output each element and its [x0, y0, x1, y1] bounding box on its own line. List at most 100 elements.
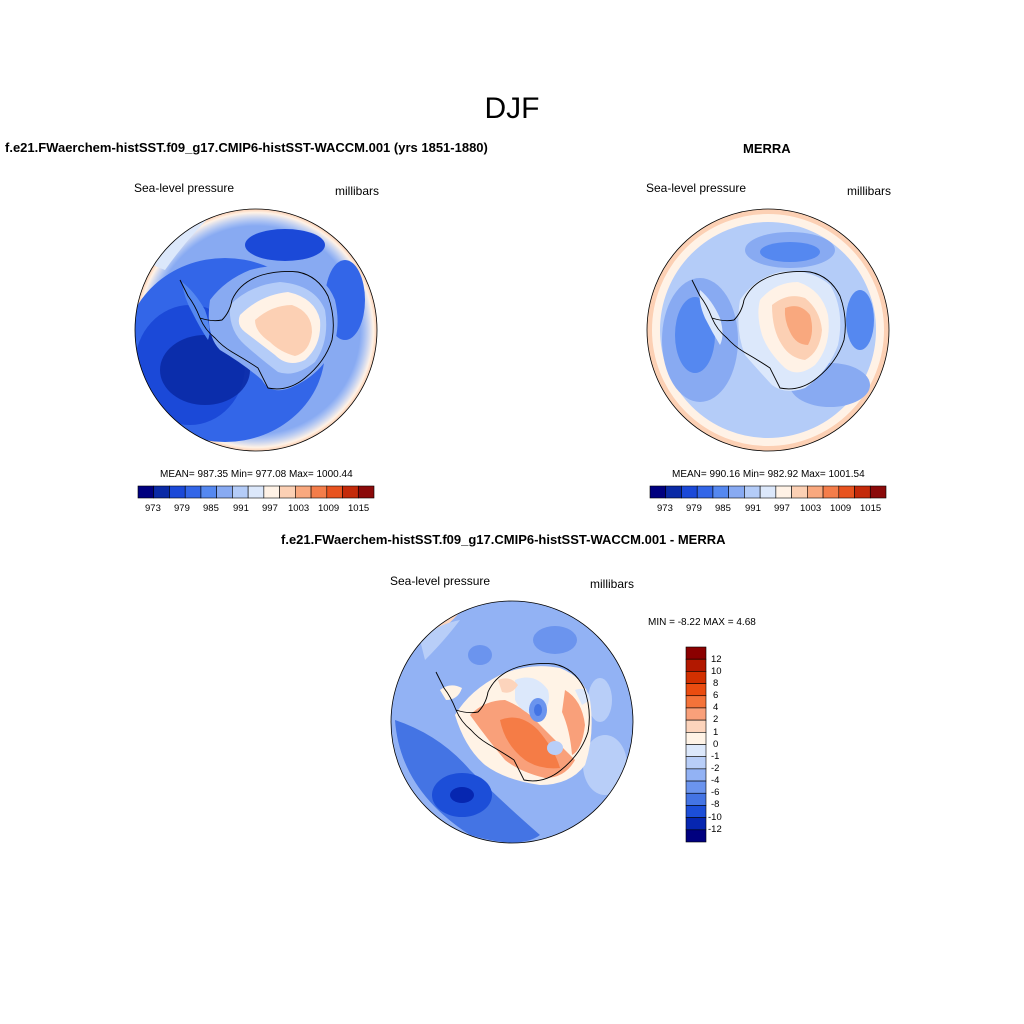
figure-title: DJF [484, 92, 540, 125]
colorbar-cell [869, 485, 887, 499]
colorbar-tick: 979 [686, 503, 702, 514]
units-label-difference: millibars [590, 577, 635, 591]
colorbar-cell [744, 485, 761, 499]
colorbar-tick: -8 [711, 799, 720, 810]
colorbar-cell [685, 780, 707, 794]
stats-merra: MEAN= 990.16 Min= 982.92 Max= 1001.54 [672, 469, 865, 480]
colorbar-tick: 985 [715, 503, 731, 514]
colorbar-tick: -6 [711, 787, 720, 798]
map-difference [390, 600, 634, 844]
colorbar-tick: 1 [713, 727, 719, 738]
colorbar-cell [685, 732, 707, 745]
panel-title-difference: f.e21.FWaerchem-histSST.f09_g17.CMIP6-hi… [281, 532, 726, 547]
colorbar-cell [342, 485, 359, 499]
colorbar-tick: 1003 [288, 503, 310, 514]
colorbar-tick: 973 [657, 503, 673, 514]
colorbar-cell [775, 485, 792, 499]
colorbar-cell [310, 485, 328, 499]
colorbar-cell [232, 485, 249, 499]
stats-model: MEAN= 987.35 Min= 977.08 Max= 1000.44 [160, 469, 353, 480]
colorbar-tick: -10 [708, 812, 722, 823]
colorbar-cell [685, 658, 707, 672]
map-model [134, 208, 378, 452]
colorbar-cell [807, 485, 824, 499]
colorbar-merra [649, 485, 887, 499]
colorbar-model [137, 485, 375, 499]
colorbar-tick: 1009 [830, 503, 852, 514]
colorbar-tick: 973 [145, 503, 161, 514]
colorbar-cell [696, 485, 714, 499]
colorbar-tick: -4 [711, 775, 720, 786]
colorbar-cell [295, 485, 312, 499]
colorbar-cell [685, 792, 707, 806]
map-merra [646, 208, 890, 452]
colorbar-tick: 0 [713, 739, 719, 750]
colorbar-cell [263, 485, 280, 499]
colorbar-tick: 1015 [860, 503, 882, 514]
colorbar-tick: 991 [745, 503, 761, 514]
colorbar-tick: 4 [713, 702, 719, 713]
colorbar-cell [685, 817, 707, 831]
colorbar-tick: 985 [203, 503, 219, 514]
colorbar-cell [822, 485, 840, 499]
colorbar-cell [759, 485, 777, 499]
coastline [179, 270, 334, 390]
colorbar-cell [685, 671, 707, 684]
coastline [435, 662, 590, 782]
colorbar-tick: 997 [774, 503, 790, 514]
colorbar-cell [326, 485, 343, 499]
colorbar-cell [838, 485, 855, 499]
panel-title-model: f.e21.FWaerchem-histSST.f09_g17.CMIP6-hi… [5, 140, 488, 155]
colorbar-cell [649, 485, 667, 499]
colorbar-cell [791, 485, 808, 499]
colorbar-cell [685, 744, 707, 757]
colorbar-cell [247, 485, 265, 499]
stats-difference: MIN = -8.22 MAX = 4.68 [648, 617, 756, 628]
colorbar-tick: 1003 [800, 503, 822, 514]
colorbar-tick: 12 [711, 654, 722, 665]
coastline [691, 270, 846, 390]
colorbar-tick: 2 [713, 714, 719, 725]
colorbar-tick: 8 [713, 678, 719, 689]
colorbar-cell [137, 485, 155, 499]
colorbar-cell [685, 683, 707, 697]
colorbar-tick: 979 [174, 503, 190, 514]
units-label-model: millibars [335, 184, 380, 198]
colorbar-cell [153, 485, 170, 499]
colorbar-cell [728, 485, 745, 499]
colorbar-cell [685, 805, 707, 818]
colorbar-difference [685, 646, 707, 843]
colorbar-cell [169, 485, 186, 499]
colorbar-tick: -2 [711, 763, 720, 774]
colorbar-cell [279, 485, 296, 499]
colorbar-tick: 10 [711, 666, 722, 677]
colorbar-tick: 6 [713, 690, 719, 701]
colorbar-cell [200, 485, 217, 499]
variable-label-model: Sea-level pressure [134, 181, 235, 195]
colorbar-cell [665, 485, 682, 499]
colorbar-tick: -12 [708, 824, 722, 835]
colorbar-tick: 991 [233, 503, 249, 514]
colorbar-tick: 1009 [318, 503, 340, 514]
colorbar-cell [685, 646, 707, 660]
colorbar-cell [357, 485, 375, 499]
colorbar-tick: 997 [262, 503, 278, 514]
colorbar-cell [712, 485, 729, 499]
colorbar-cell [685, 756, 707, 770]
map-border [390, 600, 634, 844]
variable-label-difference: Sea-level pressure [390, 574, 491, 588]
colorbar-cell [685, 695, 707, 709]
colorbar-cell [685, 707, 707, 721]
units-label-merra: millibars [847, 184, 892, 198]
colorbar-cell [685, 719, 707, 733]
colorbar-cell [685, 768, 707, 782]
colorbar-cell [685, 829, 707, 843]
variable-label-merra: Sea-level pressure [646, 181, 747, 195]
colorbar-cell [681, 485, 698, 499]
colorbar-cell [216, 485, 233, 499]
colorbar-tick: 1015 [348, 503, 370, 514]
map-border [134, 208, 378, 452]
map-border [646, 208, 890, 452]
panel-title-merra: MERRA [743, 141, 791, 156]
